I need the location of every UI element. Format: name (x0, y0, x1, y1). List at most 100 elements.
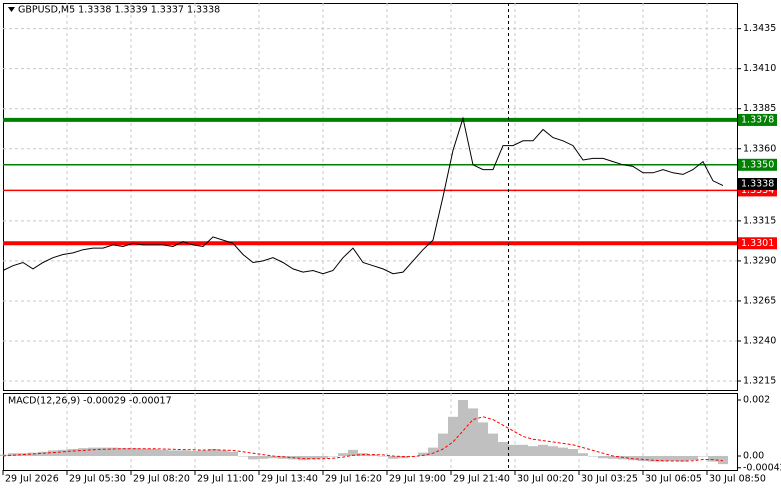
y-tick-label: 1.3315 (743, 215, 776, 226)
histogram-bar (268, 456, 278, 459)
x-tick-label: 29 Jul 11:00 (197, 474, 254, 485)
histogram-bar (638, 456, 648, 462)
histogram-bar (348, 449, 358, 456)
histogram-bar (68, 449, 78, 456)
histogram-bar (718, 456, 728, 465)
histogram-bar (578, 453, 588, 456)
plot (0, 116, 737, 465)
histogram-bar (468, 408, 478, 456)
histogram-bar (458, 400, 468, 456)
level-label: 1.3378 (741, 114, 774, 125)
signal-line (2, 416, 724, 462)
y-tick-label: 1.3410 (743, 63, 776, 74)
histogram-bar (398, 456, 408, 459)
current-price-box (738, 178, 777, 191)
histogram-bar (278, 456, 288, 459)
histogram-bar (388, 456, 398, 459)
histogram-bar (208, 449, 218, 456)
histogram-bar (318, 456, 328, 459)
histogram-bar (118, 448, 128, 456)
y-tick-label: 1.3385 (743, 103, 776, 114)
chart-title: GBPUSD,M5 1.3338 1.3339 1.3337 1.3338 (18, 5, 220, 16)
histogram-bar (708, 456, 718, 462)
level-label-box (738, 113, 777, 126)
histogram-bar (608, 456, 618, 459)
level-label-box (738, 158, 777, 171)
level-label: 1.3301 (741, 238, 774, 249)
histogram-bar (678, 456, 688, 462)
histogram-bar (668, 456, 678, 462)
y-tick-label: 0.00 (743, 451, 764, 462)
histogram-bar (528, 446, 538, 456)
histogram-bar (418, 452, 428, 456)
y-tick-label: 1.3265 (743, 295, 776, 306)
level-label-box (738, 237, 777, 250)
histogram-bar (328, 456, 338, 457)
grid (3, 3, 737, 470)
y-tick-label: 1.3360 (743, 143, 776, 154)
histogram-bar (238, 456, 248, 457)
y-tick-label: 0.002 (743, 395, 770, 406)
histogram-bar (228, 451, 238, 456)
histogram-bar (198, 450, 208, 456)
x-tick-label: 30 Jul 03:25 (581, 474, 638, 485)
histogram-bar (688, 456, 698, 461)
histogram-bar (378, 456, 388, 457)
x-tick-label: 30 Jul 08:50 (709, 474, 766, 485)
histogram-bar (488, 433, 498, 456)
histogram-bar (518, 444, 528, 456)
histogram-bar (98, 447, 108, 456)
histogram-bar (308, 456, 318, 460)
histogram-bar (258, 456, 268, 459)
macd-title: MACD(12,26,9) -0.00029 -0.00017 (8, 396, 172, 407)
histogram-bar (128, 448, 138, 456)
histogram-bar (168, 450, 178, 456)
x-tick-label: 29 Jul 21:40 (453, 474, 510, 485)
x-tick-label: 29 Jul 16:20 (325, 474, 382, 485)
level-label: 1.3350 (741, 159, 774, 170)
histogram-bar (438, 433, 448, 456)
histogram-bar (338, 453, 348, 456)
histogram-bar (478, 422, 488, 456)
y-tick-label: -0.00042 (743, 462, 781, 473)
histogram-bar (248, 456, 258, 460)
histogram-bar (648, 456, 658, 462)
y-tick-label: 1.3240 (743, 335, 776, 346)
histogram-bar (628, 456, 638, 461)
histogram-bar (558, 447, 568, 456)
y-tick-label: 1.3290 (743, 255, 776, 266)
histogram-bar (548, 446, 558, 456)
x-tick-label: 29 Jul 08:20 (133, 474, 190, 485)
menu-icon (8, 7, 15, 12)
histogram-bar (108, 447, 118, 456)
histogram-bar (38, 451, 48, 456)
price-line (2, 116, 724, 275)
x-tick-label: 29 Jul 13:40 (261, 474, 318, 485)
x-tick-label: 29 Jul 05:30 (69, 474, 126, 485)
histogram-bar (0, 454, 8, 456)
histogram-bar (48, 450, 58, 456)
histogram-bar (188, 450, 198, 456)
histogram-bar (698, 456, 708, 457)
histogram-bar (58, 449, 68, 456)
histogram-bar (498, 442, 508, 456)
y-tick-label: 1.3215 (743, 376, 776, 387)
histogram-bar (598, 456, 608, 459)
x-tick-label: 30 Jul 00:20 (517, 474, 574, 485)
current-price-label: 1.3338 (741, 179, 774, 190)
histogram-bar (428, 447, 438, 456)
histogram-bar (218, 450, 228, 456)
histogram-bar (368, 454, 378, 456)
level-label: 1.3334 (741, 185, 774, 196)
histogram-bar (448, 416, 458, 456)
histogram-bar (78, 448, 88, 456)
histogram-bar (588, 456, 598, 457)
histogram-bar (538, 444, 548, 456)
histogram-bar (148, 449, 158, 456)
x-tick-label: 29 Jul 19:00 (389, 474, 446, 485)
x-tick-label: 30 Jul 06:05 (645, 474, 702, 485)
price-panel (3, 3, 738, 391)
histogram-bar (178, 450, 188, 456)
